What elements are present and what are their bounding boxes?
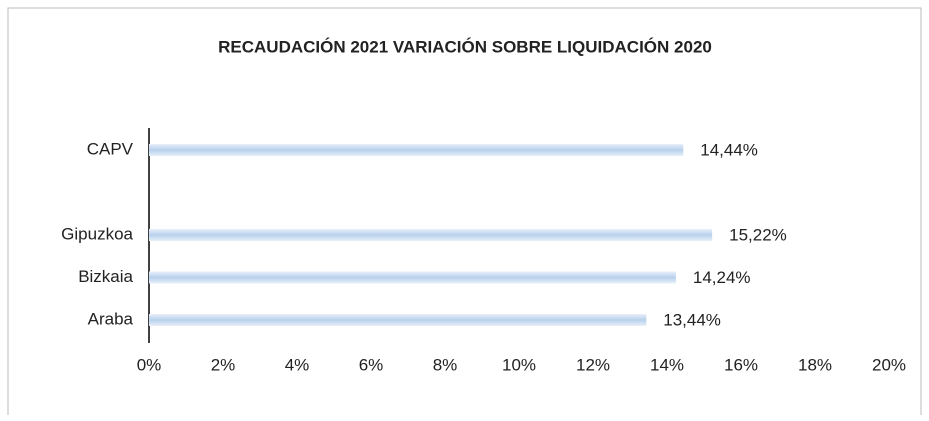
value-label: 15,22% bbox=[729, 225, 787, 244]
value-label: 13,44% bbox=[663, 310, 721, 329]
y-tick-label: Araba bbox=[88, 309, 134, 328]
x-tick-label: 12% bbox=[576, 355, 610, 374]
bar bbox=[149, 144, 684, 156]
y-tick-label: CAPV bbox=[87, 139, 134, 158]
x-tick-label: 6% bbox=[359, 355, 384, 374]
bar bbox=[149, 229, 713, 241]
x-tick-label: 20% bbox=[872, 355, 906, 374]
x-tick-label: 10% bbox=[502, 355, 536, 374]
y-tick-label: Gipuzkoa bbox=[61, 224, 133, 243]
value-label: 14,44% bbox=[700, 140, 758, 159]
x-tick-label: 18% bbox=[798, 355, 832, 374]
value-label: 14,24% bbox=[693, 268, 751, 287]
y-tick-label: Bizkaia bbox=[78, 267, 133, 286]
bar bbox=[149, 271, 676, 284]
x-tick-label: 14% bbox=[650, 355, 684, 374]
x-tick-label: 8% bbox=[433, 355, 458, 374]
bar bbox=[149, 314, 647, 326]
x-tick-label: 2% bbox=[211, 355, 236, 374]
frame bbox=[7, 7, 922, 415]
x-tick-label: 16% bbox=[724, 355, 758, 374]
chart-title: RECAUDACIÓN 2021 VARIACIÓN SOBRE LIQUIDA… bbox=[218, 37, 712, 56]
x-tick-label: 4% bbox=[285, 355, 310, 374]
x-tick-label: 0% bbox=[137, 355, 162, 374]
